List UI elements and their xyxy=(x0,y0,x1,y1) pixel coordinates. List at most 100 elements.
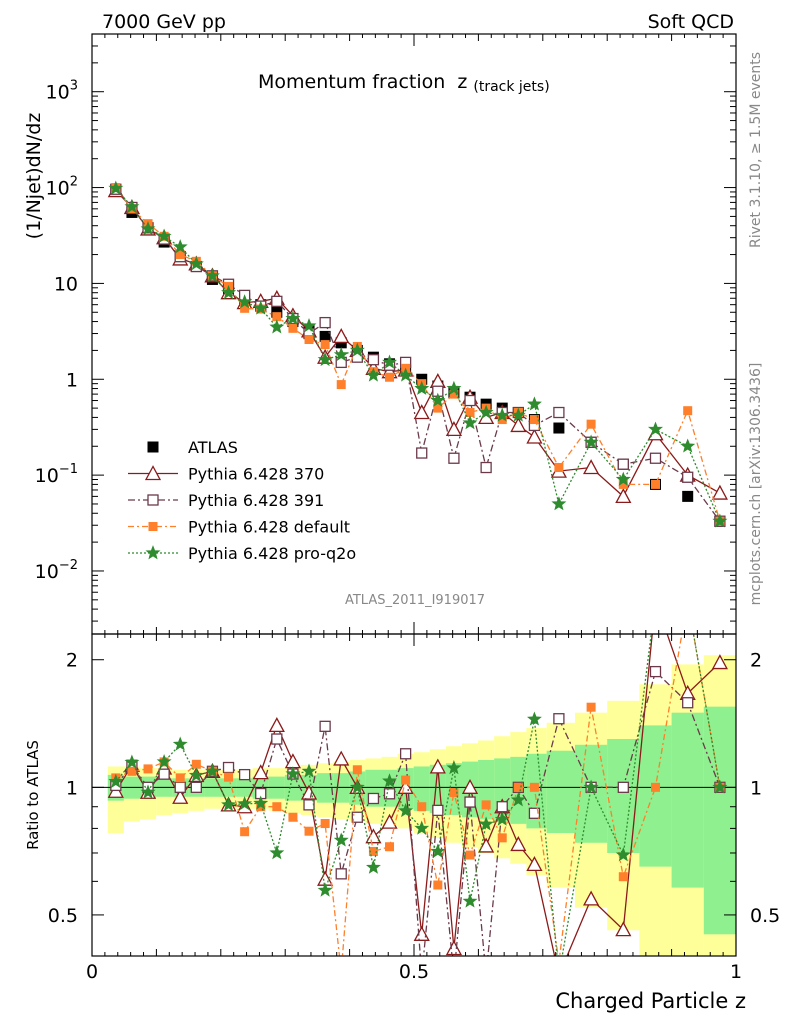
legend-label: Pythia 6.428 370 xyxy=(188,465,324,484)
series-3-ratio-point xyxy=(240,827,250,837)
series-4-ratio-point xyxy=(583,779,599,794)
series-1-ratio-point xyxy=(284,753,302,769)
series-3-ratio-point xyxy=(320,819,330,829)
series-2-ratio-point xyxy=(174,781,186,793)
series-4-point xyxy=(124,198,140,214)
series-3-ratio-point xyxy=(352,765,362,775)
series-4-ratio-point xyxy=(430,843,446,858)
series-1-ratio-point xyxy=(252,764,269,780)
series-2-ratio-point xyxy=(158,768,170,780)
ratio-tick-label-right: 2 xyxy=(750,650,762,672)
series-1-ratio-point xyxy=(172,788,189,804)
series-4-ratio-point xyxy=(269,845,285,860)
series-4-ratio-point xyxy=(317,882,333,897)
series-3-ratio-point xyxy=(417,802,427,812)
series-2-ratio-point xyxy=(222,761,235,774)
series-2-point xyxy=(553,406,565,419)
series-4-ratio-point xyxy=(108,773,124,788)
ratio-band-inner xyxy=(671,712,704,888)
series-4-ratio-point xyxy=(204,763,220,778)
series-3-point xyxy=(497,415,507,425)
series-4-ratio-point xyxy=(478,816,494,831)
series-3-point xyxy=(683,406,693,416)
series-3-ratio-point xyxy=(143,764,153,774)
series-3-point xyxy=(288,323,298,333)
series-4-point xyxy=(712,513,728,528)
legend-label: Pythia 6.428 391 xyxy=(188,491,324,510)
series-3-point xyxy=(175,250,185,260)
series-1-point xyxy=(413,404,430,420)
series-1-point xyxy=(445,421,463,437)
legend-marker xyxy=(145,545,161,560)
series-4-point xyxy=(188,255,204,271)
series-1-ratio-point xyxy=(711,654,728,670)
plot-title: Momentum fraction z (track jets) xyxy=(258,71,550,95)
series-4-ratio-point xyxy=(285,766,301,781)
series-1-point xyxy=(333,328,350,344)
series-3-ratio-point xyxy=(385,842,395,852)
series-2-ratio-point xyxy=(367,792,380,805)
series-2-ratio-point xyxy=(271,733,283,745)
series-2-ratio-point xyxy=(649,665,662,678)
series-3-point xyxy=(554,463,564,473)
series-3-point xyxy=(586,419,596,429)
ratio-y-axis-label: Ratio to ATLAS xyxy=(24,740,42,850)
ratio-band-inner xyxy=(546,750,575,834)
series-3-ratio-point xyxy=(433,880,443,890)
series-2-ratio-point xyxy=(496,801,508,813)
series-0-point xyxy=(319,330,331,342)
series-3-point xyxy=(336,380,346,390)
series-2-point xyxy=(480,461,492,474)
series-4-point xyxy=(510,407,526,422)
series-4-ratio-point xyxy=(124,754,140,769)
x-axis-label: Charged Particle z xyxy=(555,989,746,1013)
series-3-ratio-point xyxy=(529,782,539,792)
series-1-ratio-point xyxy=(333,750,350,766)
series-1-ratio-point xyxy=(478,837,495,853)
series-4-ratio-point xyxy=(462,893,478,908)
series-4-point xyxy=(301,318,317,333)
series-4-point xyxy=(269,319,285,334)
series-4-ratio-point xyxy=(712,779,728,794)
series-3-ratio-point xyxy=(288,812,298,822)
series-4-point xyxy=(349,342,365,357)
legend-marker xyxy=(148,522,158,531)
series-3-ratio-point xyxy=(401,775,411,785)
header-left: 7000 GeV pp xyxy=(102,11,226,33)
series-1-ratio-point xyxy=(429,758,446,774)
series-4-point xyxy=(205,267,220,283)
series-4-point xyxy=(414,380,430,395)
x-tick-label: 0 xyxy=(86,961,98,983)
series-3-ratio-point xyxy=(497,833,507,843)
series-3-ratio-point xyxy=(368,846,378,856)
series-1-ratio-point xyxy=(268,717,285,733)
series-3-ratio-point xyxy=(513,782,523,792)
ratio-band-inner xyxy=(478,760,495,820)
series-1-ratio-point xyxy=(526,856,543,872)
series-4-point xyxy=(680,438,696,453)
series-4-ratio-point xyxy=(349,779,365,794)
series-2-ratio-point xyxy=(464,796,476,808)
series-3-point xyxy=(304,334,314,344)
series-4-ratio-point xyxy=(237,795,253,811)
legend-label: Pythia 6.428 default xyxy=(188,518,350,537)
series-4-point xyxy=(365,367,381,382)
ratio-band-inner xyxy=(639,725,672,867)
series-3-ratio-point xyxy=(586,702,596,712)
series-3-point xyxy=(272,312,282,322)
series-3-ratio-point xyxy=(481,800,491,810)
series-3-ratio-point xyxy=(224,772,234,782)
rivet-label: Rivet 3.1.10, ≥ 1.5M events xyxy=(748,52,764,248)
series-4-ratio-point xyxy=(156,754,172,769)
series-3-ratio-point xyxy=(191,759,201,769)
series-0-point xyxy=(553,422,565,434)
x-tick-label: 1 xyxy=(730,961,742,983)
series-4-ratio-point xyxy=(615,847,631,862)
ratio-band-inner xyxy=(429,764,446,813)
series-4-ratio-point xyxy=(301,763,317,778)
series-3-ratio-point xyxy=(618,872,628,882)
legend-marker xyxy=(147,494,159,506)
series-3-point xyxy=(465,408,475,418)
series-3-ratio-point xyxy=(256,802,266,812)
